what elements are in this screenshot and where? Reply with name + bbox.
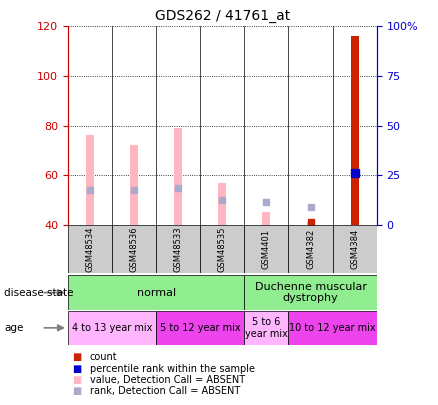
Text: 4 to 13 year mix: 4 to 13 year mix	[72, 323, 152, 333]
Text: ■: ■	[72, 375, 81, 385]
Bar	[332, 225, 377, 273]
Text: GSM48534: GSM48534	[85, 226, 95, 272]
Text: ■: ■	[72, 386, 81, 396]
Text: GSM4401: GSM4401	[262, 229, 271, 269]
Text: ■: ■	[72, 352, 81, 362]
Text: GSM4384: GSM4384	[350, 229, 359, 269]
Bar	[156, 311, 244, 345]
Text: percentile rank within the sample: percentile rank within the sample	[90, 364, 255, 373]
Bar	[200, 225, 244, 273]
Text: GSM48535: GSM48535	[218, 226, 227, 272]
Bar	[68, 225, 112, 273]
Text: Duchenne muscular
dystrophy: Duchenne muscular dystrophy	[254, 282, 367, 303]
Bar	[244, 275, 377, 310]
Bar	[262, 212, 270, 225]
Text: ■: ■	[72, 364, 81, 373]
Bar	[68, 311, 156, 345]
Text: 10 to 12 year mix: 10 to 12 year mix	[289, 323, 376, 333]
Text: count: count	[90, 352, 117, 362]
Text: 5 to 12 year mix: 5 to 12 year mix	[160, 323, 240, 333]
Bar	[244, 225, 289, 273]
Bar	[174, 128, 182, 225]
Bar	[130, 145, 138, 225]
Bar	[86, 135, 94, 225]
Bar	[289, 311, 377, 345]
Text: rank, Detection Call = ABSENT: rank, Detection Call = ABSENT	[90, 386, 240, 396]
Text: age: age	[4, 323, 24, 333]
Bar	[112, 225, 156, 273]
Bar	[68, 275, 244, 310]
Text: disease state: disease state	[4, 288, 74, 298]
Bar	[289, 225, 332, 273]
Bar	[218, 183, 226, 225]
Bar	[307, 222, 314, 225]
Bar	[244, 311, 289, 345]
Bar	[156, 225, 200, 273]
Text: GSM4382: GSM4382	[306, 229, 315, 269]
Text: value, Detection Call = ABSENT: value, Detection Call = ABSENT	[90, 375, 245, 385]
Text: GSM48533: GSM48533	[174, 226, 183, 272]
Text: GSM48536: GSM48536	[130, 226, 138, 272]
Text: normal: normal	[137, 288, 176, 298]
Title: GDS262 / 41761_at: GDS262 / 41761_at	[155, 9, 290, 23]
Text: 5 to 6
year mix: 5 to 6 year mix	[245, 317, 288, 339]
Bar	[351, 36, 359, 225]
